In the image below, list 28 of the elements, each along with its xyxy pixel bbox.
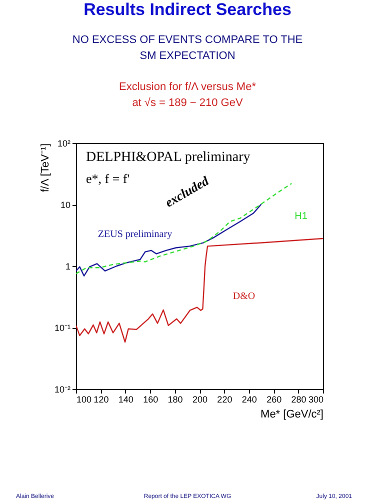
y-tick-label: 10⁻¹ [54,323,70,333]
y-tick-label: 1 [65,262,70,272]
x-tick-label: 280 [291,394,306,404]
x-tick-label: 300 [308,394,324,404]
annotation: H1 [294,211,308,222]
y-tick-label: 10⁻² [54,384,70,394]
text: at √s = 189 − 210 GeV [132,97,244,109]
x-tick-label: 140 [118,394,134,404]
y-tick-label: 10² [57,138,70,148]
line-series [76,238,323,343]
text: Exclusion for f/Λ versus Me* [119,81,257,93]
x-tick-label: 260 [266,394,282,404]
x-tick-label: 100 [76,394,92,404]
annotation: e*, f = f' [86,171,130,186]
x-tick-label: 160 [143,394,158,404]
y-axis-title: f/Λ [TeV⁻¹] [39,144,52,192]
y-tick-label: 10 [60,200,70,210]
annotation: D&O [232,291,256,302]
x-tick-label: 180 [168,394,183,404]
x-axis-title: Me* [GeV/c²] [260,408,324,420]
x-tick-label: 220 [217,394,232,404]
annotation: DELPHI&OPAL preliminary [86,150,250,165]
x-tick-label: 120 [94,394,109,404]
x-tick-label: 200 [192,394,208,404]
chart-subtitle: NO EXCESS OF EVENTS COMPARE TO THE SM EXPECTATION [72,34,303,62]
x-tick-label: 240 [242,394,257,404]
chart-title: Results Indirect Searches [84,0,292,19]
annotation: ZEUS preliminary [98,229,172,240]
